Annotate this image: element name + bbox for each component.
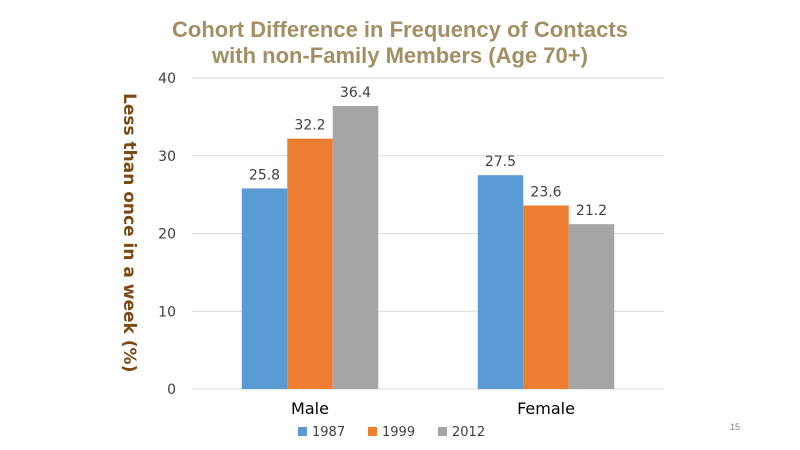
legend-swatch-1999 xyxy=(368,427,377,436)
legend-swatch-1987 xyxy=(298,427,307,436)
y-tick-label-20: 20 xyxy=(158,227,176,243)
chart-title-line-1: Cohort Difference in Frequency of Contac… xyxy=(172,17,628,42)
legend-swatch-2012 xyxy=(438,427,447,436)
data-label-female-1987: 27.5 xyxy=(485,154,516,170)
legend-label-1987: 1987 xyxy=(312,425,345,440)
bar-male-1987 xyxy=(241,188,288,389)
legend-label-1999: 1999 xyxy=(382,425,415,440)
bar-female-2012 xyxy=(568,224,615,389)
chart-title-line-2: with non-Family Members (Age 70+) xyxy=(212,43,588,68)
x-tick-label-male: Male xyxy=(291,399,329,418)
legend-label-2012: 2012 xyxy=(452,425,485,440)
data-label-female-1999: 23.6 xyxy=(530,185,561,201)
data-label-male-2012: 36.4 xyxy=(340,85,371,101)
data-label-female-2012: 21.2 xyxy=(576,203,607,219)
bar-male-1999 xyxy=(287,138,333,389)
y-tick-label-30: 30 xyxy=(158,149,176,165)
bar-female-1987 xyxy=(477,175,524,389)
data-label-male-1999: 32.2 xyxy=(294,118,325,134)
y-tick-label-10: 10 xyxy=(158,304,176,320)
bar-male-2012 xyxy=(332,105,379,390)
x-tick-label-female: Female xyxy=(517,399,575,418)
data-label-male-1987: 25.8 xyxy=(249,167,280,183)
bar-female-1999 xyxy=(523,205,569,389)
y-tick-label-40: 40 xyxy=(158,71,176,87)
page-number: 15 xyxy=(729,422,740,432)
y-tick-label-0: 0 xyxy=(167,382,176,398)
